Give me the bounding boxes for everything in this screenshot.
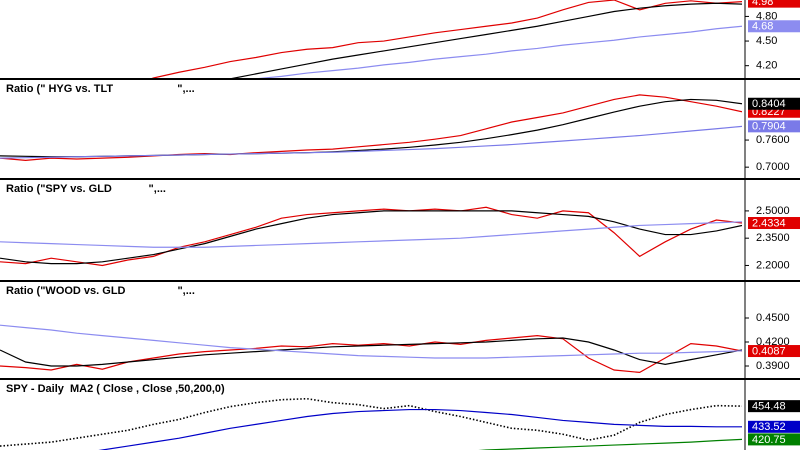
last-value-box: [748, 20, 800, 33]
last-value-label: 433.52: [752, 421, 786, 433]
series-line: [0, 125, 742, 159]
last-value-box: [748, 120, 800, 133]
plot-area: [0, 397, 742, 450]
last-value-label: 0.7904: [752, 121, 786, 133]
series-line: [0, 397, 742, 447]
y-tick-label: 0.7000: [756, 161, 790, 173]
last-value-label: 4.98: [752, 0, 773, 8]
last-value-label: 4.68: [752, 21, 773, 33]
series-line: [0, 206, 742, 267]
y-tick-label: 2.2000: [756, 259, 790, 271]
y-tick-label: 4.80: [756, 10, 777, 22]
series-line: [151, 0, 742, 78]
series-line: [98, 408, 742, 450]
panel-title: Ratio ("SPY vs. GLD ",...: [6, 183, 166, 195]
last-value-box: [748, 0, 800, 8]
last-value-label: 454.48: [752, 401, 786, 413]
last-value-label: 0.4087: [752, 345, 786, 357]
last-value-box: [748, 400, 800, 413]
last-value-box: [748, 420, 800, 433]
series-line: [231, 2, 742, 78]
last-value-label: 2.4334: [752, 217, 786, 229]
series-line: [0, 337, 742, 367]
last-value-label: 0.8404: [752, 98, 786, 110]
y-tick-label: 0.4500: [756, 312, 790, 324]
series-line: [0, 210, 742, 265]
last-value-box: [748, 433, 800, 446]
plot-area: [0, 324, 742, 374]
y-tick-label: 0.3900: [756, 360, 790, 372]
series-line: [478, 438, 742, 450]
y-tick-label: 4.20: [756, 60, 777, 72]
plot-area: [151, 0, 742, 78]
series-line: [0, 221, 742, 248]
last-value-box: [748, 345, 800, 358]
panel-title: SPY - Daily MA2 ( Close , Close ,50,200,…: [6, 383, 225, 395]
y-tick-label: 4.50: [756, 35, 777, 47]
panel-title: Ratio (" HYG vs. TLT ",...: [6, 83, 195, 95]
series-line: [0, 334, 742, 374]
last-value-box: [748, 217, 800, 230]
y-tick-label: 2.3500: [756, 232, 790, 244]
y-tick-label: 2.5000: [756, 205, 790, 217]
y-tick-label: 0.7600: [756, 134, 790, 146]
series-line: [258, 25, 742, 78]
plot-area: [0, 206, 742, 267]
y-tick-label: 0.4200: [756, 336, 790, 348]
series-line: [0, 324, 742, 359]
panel-title: Ratio ("WOOD vs. GLD ",...: [6, 285, 195, 297]
last-value-box: [748, 97, 800, 110]
series-line: [0, 94, 742, 161]
last-value-label: 420.75: [752, 434, 786, 446]
plot-area: [0, 94, 742, 161]
